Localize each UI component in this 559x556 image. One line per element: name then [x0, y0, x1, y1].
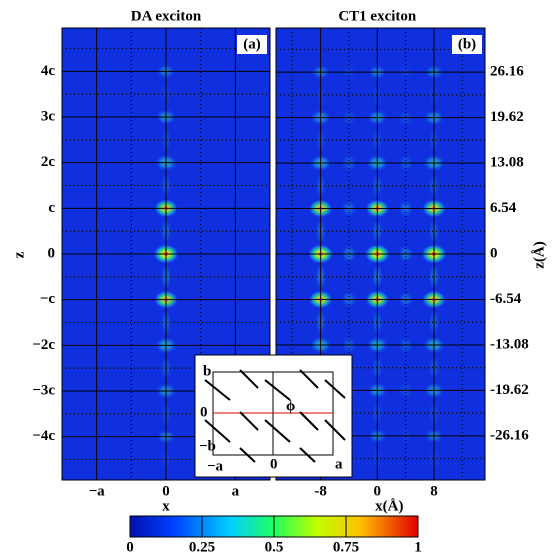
- colorbar: 0 0.25 0.5 0.75 1: [126, 515, 422, 555]
- y-tick-label: -6.54: [490, 291, 522, 307]
- y-tick-label: 4c: [41, 63, 56, 79]
- y-tick-label: 0: [490, 245, 498, 261]
- y-axis-label: z(Å): [531, 241, 547, 268]
- inset-label: ϕ: [286, 398, 295, 414]
- y-tick-label: -26.16: [490, 427, 529, 443]
- y-tick-label: −3c: [32, 382, 55, 398]
- y-tick-label: -13.08: [490, 336, 529, 352]
- inset-label: 0: [270, 456, 278, 472]
- panel-label-box: [237, 35, 267, 54]
- x-tick-label: 8: [430, 483, 438, 499]
- colorbar-tick-label: 0.25: [189, 539, 215, 555]
- x-axis-label: x: [162, 498, 170, 514]
- panel-label-box: [452, 35, 482, 54]
- colorbar-tick-label: 0: [126, 539, 134, 555]
- x-axis-label: x(Å): [375, 498, 403, 514]
- y-tick-label: 0: [48, 245, 56, 261]
- y-tick-label: −4c: [32, 428, 55, 444]
- panel-title: DA exciton: [131, 8, 202, 24]
- inset-label: b: [203, 363, 211, 379]
- inset-label: 0: [200, 404, 208, 420]
- inset-label: −a: [207, 458, 224, 474]
- molecules: [204, 369, 346, 463]
- colorbar-tick-label: 0.75: [333, 539, 359, 555]
- panel-title: CT1 exciton: [338, 8, 417, 24]
- y-tick-label: −2c: [32, 337, 55, 353]
- y-axis-label: z: [11, 251, 27, 258]
- x-tick-label: a: [232, 483, 240, 499]
- panel-frame: [275, 27, 486, 481]
- inset-label: −b: [199, 438, 216, 454]
- panel-frame: [61, 27, 271, 481]
- y-tick-label: 26.16: [490, 64, 524, 80]
- x-tick-label: -8: [314, 483, 327, 499]
- y-tick-label: 2c: [41, 154, 56, 170]
- colorbar-tick-label: 1: [414, 539, 422, 555]
- x-tick-label: −a: [89, 483, 106, 499]
- panel-label: (a): [243, 36, 261, 52]
- y-tick-label: 13.08: [490, 154, 524, 170]
- panel-label: (b): [458, 36, 476, 52]
- y-tick-label: 6.54: [490, 200, 517, 216]
- inset: b 0 −b −a 0 a ϕ: [194, 354, 353, 478]
- y-tick-label: -19.62: [490, 382, 529, 398]
- panel: -8 0 8 26.16 19.62 13.08 6.54 0 -6.54 -13.08 -19.6…: [275, 8, 547, 514]
- colorbar-tick-label: 0.5: [265, 539, 284, 555]
- y-tick-label: c: [48, 200, 55, 216]
- x-tick-label: 0: [162, 483, 170, 499]
- y-tick-label: 3c: [41, 108, 56, 124]
- y-tick-label: −c: [40, 291, 56, 307]
- inset-label: a: [335, 456, 343, 472]
- x-tick-label: 0: [374, 483, 382, 499]
- y-tick-label: 19.62: [490, 109, 524, 125]
